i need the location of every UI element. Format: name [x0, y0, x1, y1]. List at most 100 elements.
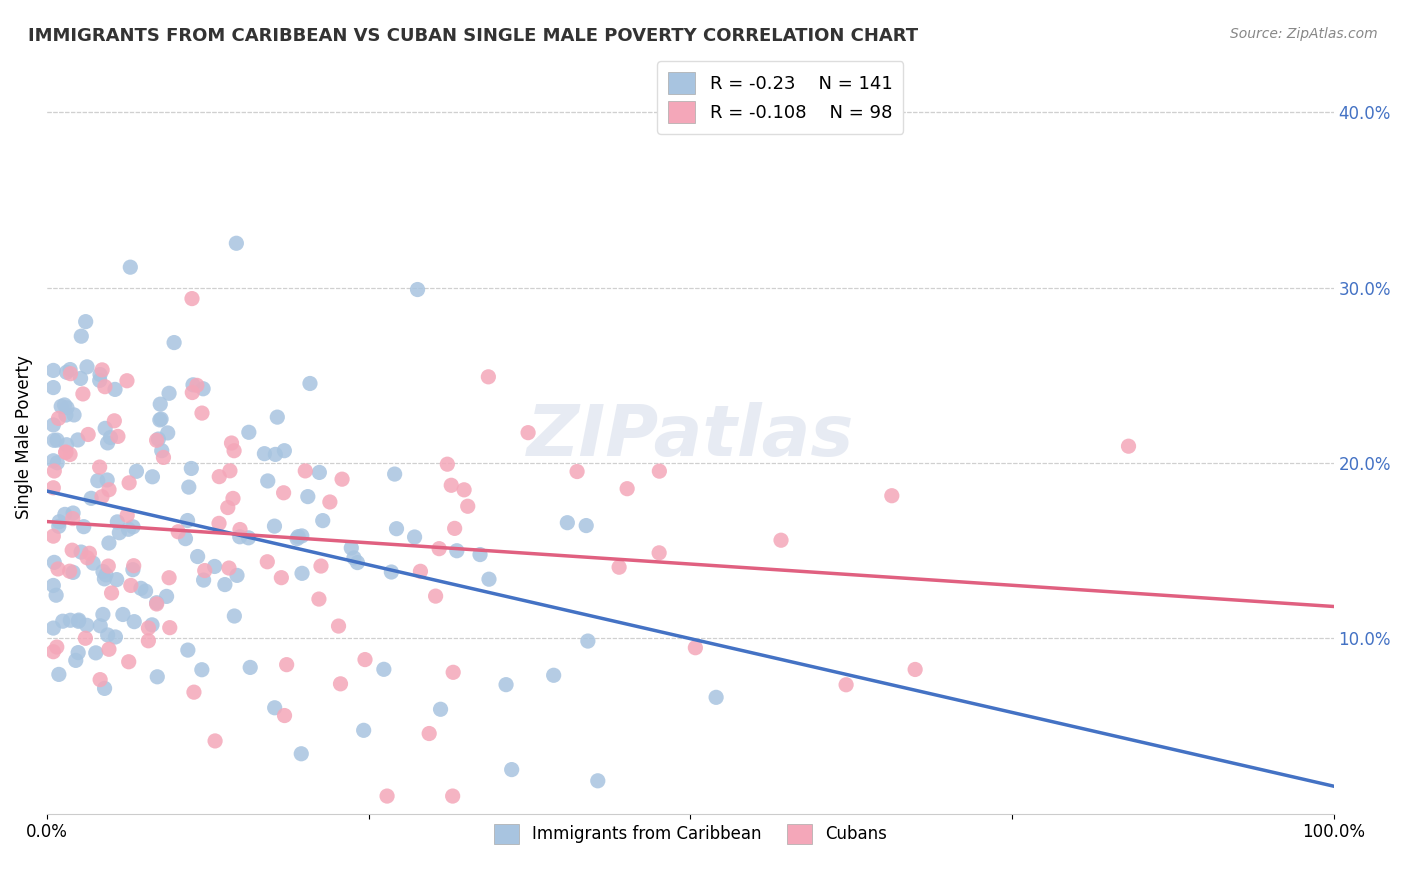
Point — [111, 607, 134, 622]
Point — [42, 578, 65, 592]
Point — [648, 546, 671, 560]
Point — [167, 524, 190, 539]
Point — [75, 632, 97, 646]
Point — [46, 456, 69, 470]
Point — [87, 474, 110, 488]
Point — [436, 457, 458, 471]
Point — [180, 461, 202, 475]
Point — [181, 385, 204, 400]
Point — [291, 529, 314, 543]
Point — [42, 645, 65, 659]
Point — [100, 431, 122, 445]
Point — [145, 596, 167, 610]
Point — [51, 400, 73, 414]
Point — [769, 533, 792, 548]
Point — [238, 531, 260, 545]
Point — [517, 425, 540, 440]
Point — [264, 447, 287, 461]
Point — [117, 522, 139, 536]
Point — [46, 433, 69, 447]
Point — [238, 425, 260, 440]
Point — [69, 371, 91, 385]
Point — [118, 475, 141, 490]
Point — [76, 359, 98, 374]
Point — [67, 646, 90, 660]
Point — [263, 700, 285, 714]
Point — [98, 483, 121, 497]
Point — [104, 383, 127, 397]
Point — [319, 495, 342, 509]
Point — [91, 607, 114, 622]
Point — [346, 556, 368, 570]
Point — [607, 560, 630, 574]
Point — [297, 490, 319, 504]
Legend: R = -0.23    N = 141, R = -0.108    N = 98: R = -0.23 N = 141, R = -0.108 N = 98 — [658, 61, 903, 134]
Point — [156, 425, 179, 440]
Point — [183, 685, 205, 699]
Point — [270, 571, 292, 585]
Point — [135, 584, 157, 599]
Point — [105, 573, 128, 587]
Point — [125, 464, 148, 478]
Point — [120, 578, 142, 592]
Point — [441, 789, 464, 803]
Point — [75, 315, 97, 329]
Point — [155, 590, 177, 604]
Point — [48, 411, 70, 425]
Point — [94, 567, 117, 582]
Point — [107, 429, 129, 443]
Point — [375, 789, 398, 803]
Point — [97, 628, 120, 642]
Point — [343, 550, 366, 565]
Point — [440, 478, 463, 492]
Point — [446, 543, 468, 558]
Point — [186, 378, 208, 392]
Point — [557, 516, 579, 530]
Point — [429, 702, 451, 716]
Point — [263, 519, 285, 533]
Point — [89, 619, 111, 633]
Point — [704, 690, 727, 705]
Point — [108, 525, 131, 540]
Point — [191, 406, 214, 420]
Point — [214, 577, 236, 591]
Point — [97, 536, 120, 550]
Point — [276, 657, 298, 672]
Point — [60, 543, 83, 558]
Point — [150, 412, 173, 426]
Point — [118, 655, 141, 669]
Point — [94, 380, 117, 394]
Point — [62, 566, 84, 580]
Point — [457, 500, 479, 514]
Point — [63, 408, 86, 422]
Point — [222, 443, 245, 458]
Point — [239, 660, 262, 674]
Point — [495, 678, 517, 692]
Point — [48, 519, 70, 533]
Point — [380, 565, 402, 579]
Point — [45, 640, 67, 654]
Point — [208, 516, 231, 531]
Point — [141, 617, 163, 632]
Point — [129, 582, 152, 596]
Point — [441, 665, 464, 680]
Point — [103, 414, 125, 428]
Point — [427, 541, 450, 556]
Point — [191, 663, 214, 677]
Point — [287, 530, 309, 544]
Point — [152, 450, 174, 465]
Point — [353, 723, 375, 738]
Point — [42, 417, 65, 432]
Point — [93, 572, 115, 586]
Point — [330, 472, 353, 486]
Point — [204, 734, 226, 748]
Point — [100, 586, 122, 600]
Point — [84, 646, 107, 660]
Point — [77, 427, 100, 442]
Point — [586, 773, 609, 788]
Point — [82, 556, 104, 570]
Point — [266, 410, 288, 425]
Point — [194, 564, 217, 578]
Point — [181, 292, 204, 306]
Point — [42, 434, 65, 448]
